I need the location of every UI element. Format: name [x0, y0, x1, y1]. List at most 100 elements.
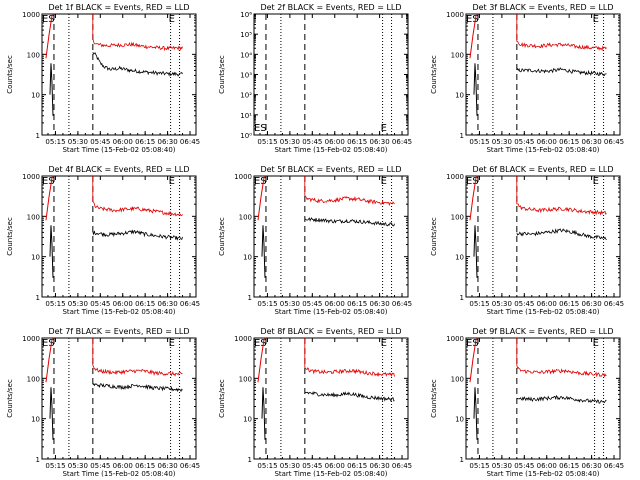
marker-e: E [169, 176, 175, 187]
y-tick-label: 1 [460, 132, 464, 140]
events-early-segment [473, 63, 478, 116]
y-tick-label: 1000 [446, 173, 464, 181]
y-tick-label: 1 [36, 456, 40, 464]
y-tick-label: 10 [31, 92, 40, 100]
y-tick-label: 1000 [446, 335, 464, 343]
x-tick-label: 06:30 [157, 462, 177, 470]
y-tick-label: 10 [455, 254, 464, 262]
lld-early-segment [45, 175, 55, 221]
y-tick-label: 100 [27, 213, 40, 221]
x-tick-label: 06:30 [581, 138, 601, 146]
lld-series-line [92, 176, 183, 217]
x-tick-label: 06:00 [113, 300, 133, 308]
plot-frame [465, 13, 621, 136]
x-tick-label: 05:45 [90, 300, 110, 308]
y-tick-label: 1000 [22, 335, 40, 343]
plot-frame [41, 337, 197, 460]
x-tick-label: 05:30 [68, 138, 88, 146]
x-tick-label: 06:45 [392, 462, 412, 470]
x-tick-label: 05:30 [280, 138, 300, 146]
x-axis-label: Start Time (15-Feb-02 05:08:40) [486, 146, 599, 154]
chart-panel: Det 8f BLACK = Events, RED = LLD 1 10 100 10… [218, 327, 412, 478]
x-tick-label: 06:45 [604, 138, 624, 146]
chart-title: Det 4f BLACK = Events, RED = LLD [48, 165, 189, 174]
y-tick-label: 10⁵ [240, 31, 252, 39]
x-tick-label: 05:15 [45, 300, 65, 308]
y-tick-label: 10⁰ [240, 132, 252, 140]
x-tick-label: 06:30 [369, 462, 389, 470]
x-tick-label: 06:45 [392, 300, 412, 308]
x-tick-label: 05:30 [68, 462, 88, 470]
marker-e: E [381, 338, 387, 349]
x-tick-label: 06:15 [559, 462, 579, 470]
marker-e: E [593, 338, 599, 349]
lld-early-segment [469, 175, 479, 221]
y-axis-label: Counts/sec [6, 217, 14, 256]
marker-es: ES [466, 176, 479, 187]
chart-panel: Det 2f BLACK = Events, RED = LLD 10⁰ 10¹ 10… [218, 3, 412, 154]
lld-early-segment [469, 13, 479, 59]
y-tick-label: 1000 [234, 335, 252, 343]
x-tick-label: 05:45 [514, 462, 534, 470]
x-tick-label: 06:15 [135, 462, 155, 470]
chart-panel: Det 1f BLACK = Events, RED = LLD 1 10 100 10… [6, 3, 200, 154]
marker-es: ES [42, 176, 55, 187]
marker-es: ES [42, 338, 55, 349]
chart-title: Det 8f BLACK = Events, RED = LLD [260, 327, 401, 336]
y-tick-label: 10 [31, 254, 40, 262]
y-tick-label: 100 [239, 375, 252, 383]
x-tick-label: 06:45 [180, 138, 200, 146]
x-tick-label: 05:15 [469, 138, 489, 146]
chart-title: Det 6f BLACK = Events, RED = LLD [472, 165, 613, 174]
x-tick-label: 06:30 [369, 300, 389, 308]
lld-series-line [516, 338, 607, 378]
events-early-segment [261, 225, 266, 278]
y-axis-label: Counts/sec [430, 379, 438, 418]
plot-frame [465, 337, 621, 460]
chart-title: Det 1f BLACK = Events, RED = LLD [48, 3, 189, 12]
x-tick-label: 06:45 [180, 300, 200, 308]
y-tick-label: 1 [248, 456, 252, 464]
events-series-line [92, 382, 183, 393]
y-tick-label: 1 [248, 294, 252, 302]
marker-es: ES [42, 14, 55, 25]
x-tick-label: 05:45 [90, 138, 110, 146]
lld-early-segment [45, 13, 55, 59]
lld-series-line [516, 14, 607, 52]
x-tick-label: 05:45 [90, 462, 110, 470]
x-tick-label: 06:30 [157, 138, 177, 146]
y-axis-label: Counts/sec [430, 217, 438, 256]
y-tick-label: 100 [451, 375, 464, 383]
x-tick-label: 05:45 [514, 138, 534, 146]
plot-frame [253, 175, 409, 298]
marker-e: E [169, 338, 175, 349]
y-axis-label: Counts/sec [6, 55, 14, 94]
x-axis-label: Start Time (15-Feb-02 05:08:40) [274, 146, 387, 154]
events-series-line [92, 229, 183, 241]
x-tick-label: 06:30 [581, 462, 601, 470]
x-tick-label: 06:00 [325, 138, 345, 146]
x-tick-label: 05:45 [302, 138, 322, 146]
events-series-line [516, 67, 607, 77]
chart-panel: Det 3f BLACK = Events, RED = LLD 1 10 100 10… [430, 3, 624, 154]
lld-series-line [516, 176, 607, 216]
x-axis-label: Start Time (15-Feb-02 05:08:40) [62, 308, 175, 316]
x-tick-label: 05:45 [302, 462, 322, 470]
x-axis-label: Start Time (15-Feb-02 05:08:40) [486, 308, 599, 316]
x-tick-label: 06:15 [559, 138, 579, 146]
marker-es: ES [254, 123, 267, 134]
y-axis-label: Counts/sec [218, 217, 226, 256]
lld-early-segment [469, 337, 479, 383]
chart-title: Det 3f BLACK = Events, RED = LLD [472, 3, 613, 12]
marker-e: E [381, 123, 387, 134]
y-tick-label: 10 [243, 416, 252, 424]
chart-title: Det 5f BLACK = Events, RED = LLD [260, 165, 401, 174]
x-tick-label: 05:30 [492, 462, 512, 470]
y-tick-label: 100 [451, 51, 464, 59]
x-tick-label: 06:45 [604, 462, 624, 470]
y-tick-label: 10² [240, 92, 252, 100]
chart-panel: Det 4f BLACK = Events, RED = LLD 1 10 100 10… [6, 165, 200, 316]
y-tick-label: 10 [455, 92, 464, 100]
y-tick-label: 1000 [234, 173, 252, 181]
